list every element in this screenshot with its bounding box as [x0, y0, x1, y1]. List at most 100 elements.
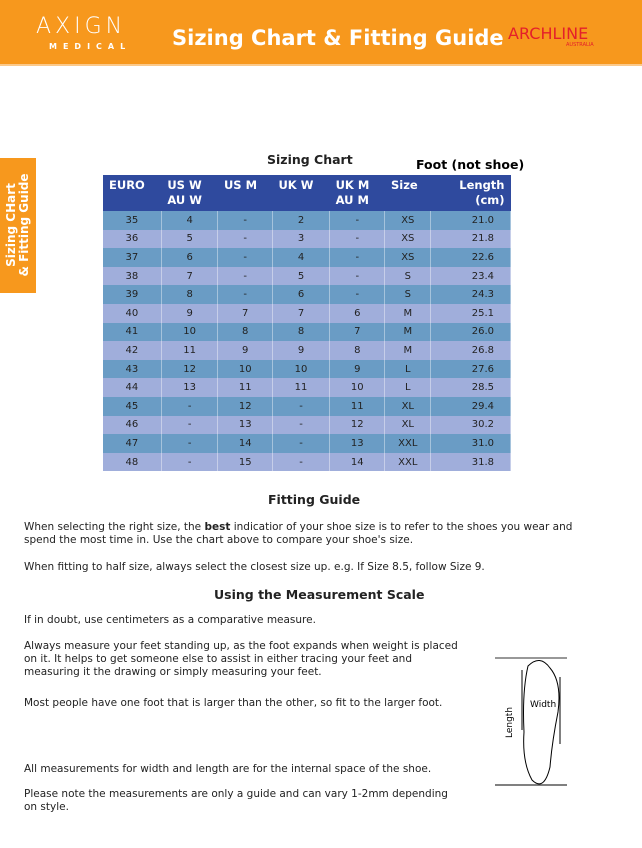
table-cell: 24.3 [430, 285, 511, 304]
table-cell: 27.6 [430, 359, 511, 379]
table-cell: 7 [329, 322, 386, 342]
archline-logo-sub: AUSTRALIA [566, 42, 594, 48]
fitting-title: Fitting Guide [268, 492, 361, 507]
table-cell: L [384, 359, 432, 379]
table-cell: 43 [103, 359, 162, 379]
table-cell: - [161, 396, 219, 416]
table-row: 44 13 11 11 10 L 28.5 [103, 378, 511, 397]
table-cell: 37 [103, 248, 162, 267]
table-cell: M [384, 322, 432, 342]
table-cell: 28.5 [430, 378, 511, 397]
column-header: US W AU W [161, 175, 218, 211]
table-cell: XS [384, 229, 432, 249]
table-cell: S [384, 266, 432, 286]
table-cell: 31.0 [430, 434, 511, 453]
table-cell: 25.1 [430, 303, 511, 323]
length-label: Length [505, 707, 515, 738]
table-cell: 11 [329, 396, 386, 416]
table-cell: - [272, 434, 331, 453]
table-cell: 14 [329, 452, 386, 472]
table-cell: 14 [217, 434, 273, 453]
measure-paragraph-5: Please note the measurements are only a … [24, 788, 448, 813]
table-cell: 40 [103, 303, 162, 323]
axign-logo: AXIGN [36, 14, 127, 39]
table-cell: - [272, 415, 331, 435]
chart-title: Sizing Chart [267, 152, 353, 167]
table-row: 45-12-11 XL 29.4 [103, 396, 511, 416]
table-cell: M [384, 341, 432, 360]
table-cell: 9 [217, 341, 273, 360]
table-cell: 7 [161, 266, 219, 286]
table-cell: 12 [217, 396, 273, 416]
header-banner: AXIGN MEDICAL Sizing Chart & Fitting Gui… [0, 0, 642, 66]
side-tab-line2: & Fitting Guide [17, 173, 31, 277]
column-header: Size [384, 175, 431, 211]
table-cell: 13 [217, 415, 273, 435]
table-cell: 6 [161, 248, 219, 267]
table-cell: 45 [103, 396, 162, 416]
table-cell: XXL [384, 434, 432, 453]
table-row: 39 8-6- S 24.3 [103, 285, 511, 304]
table-cell: 15 [217, 452, 273, 472]
table-cell: - [329, 229, 386, 249]
archline-logo: ARCHLINE [508, 24, 589, 43]
measure-paragraph-2: Always measure your feet standing up, as… [24, 640, 458, 678]
table-cell: 3 [272, 229, 331, 249]
table-cell: - [329, 248, 386, 267]
table-cell: - [217, 229, 273, 249]
table-cell: 11 [217, 378, 273, 397]
table-cell: M [384, 303, 432, 323]
table-cell: 8 [161, 285, 219, 304]
table-cell: 44 [103, 378, 162, 397]
table-cell: 31.8 [430, 452, 511, 472]
fitting-paragraph-2: When fitting to half size, always select… [24, 561, 485, 573]
measure-paragraph-4: All measurements for width and length ar… [24, 763, 432, 775]
table-cell: - [329, 266, 386, 286]
table-cell: 21.0 [430, 211, 511, 230]
table-row: 48-15-14 XXL 31.8 [103, 452, 511, 472]
table-cell: 9 [161, 303, 219, 323]
table-cell: 29.4 [430, 396, 511, 416]
table-row: 40 9 7 7 6 M 25.1 [103, 303, 511, 323]
table-cell: - [272, 396, 331, 416]
table-cell: S [384, 285, 432, 304]
table-cell: 7 [272, 303, 331, 323]
table-cell: 7 [217, 303, 273, 323]
table-cell: XS [384, 211, 432, 230]
table-cell: - [217, 211, 273, 230]
table-cell: XL [384, 415, 432, 435]
table-cell: 22.6 [430, 248, 511, 267]
foot-measure-diagram: Width Length [495, 657, 567, 786]
table-cell: 6 [329, 303, 386, 323]
table-cell: 4 [161, 211, 219, 230]
measure-paragraph-3: Most people have one foot that is larger… [24, 697, 443, 709]
table-row: 41 10 8 8 7 M 26.0 [103, 322, 511, 342]
table-cell: - [217, 285, 273, 304]
table-cell: - [329, 211, 386, 230]
table-row: 47-14-13 XXL 31.0 [103, 434, 511, 453]
chart-note: Foot (not shoe) [416, 157, 525, 172]
table-cell: 39 [103, 285, 162, 304]
table-cell: 12 [329, 415, 386, 435]
table-cell: 8 [272, 322, 331, 342]
table-cell: - [161, 415, 219, 435]
table-cell: 2 [272, 211, 331, 230]
table-cell: 10 [272, 359, 331, 379]
table-cell: 23.4 [430, 266, 511, 286]
table-cell: 5 [272, 266, 331, 286]
fitting-paragraph-1: When selecting the right size, the best … [24, 521, 573, 546]
table-row: 43 12 10 10 9 L 27.6 [103, 359, 511, 379]
width-label: Width [530, 700, 556, 710]
table-cell: 35 [103, 211, 162, 230]
table-cell: 8 [329, 341, 386, 360]
table-cell: 30.2 [430, 415, 511, 435]
table-cell: XXL [384, 452, 432, 472]
table-cell: XL [384, 396, 432, 416]
table-cell: L [384, 378, 432, 397]
table-row: 36 5-3- XS 21.8 [103, 229, 511, 249]
table-cell: 5 [161, 229, 219, 249]
table-cell: 21.8 [430, 229, 511, 249]
table-cell: 10 [217, 359, 273, 379]
table-cell: 10 [161, 322, 219, 342]
side-tab: Sizing CHart & Fitting Guide [0, 158, 36, 293]
